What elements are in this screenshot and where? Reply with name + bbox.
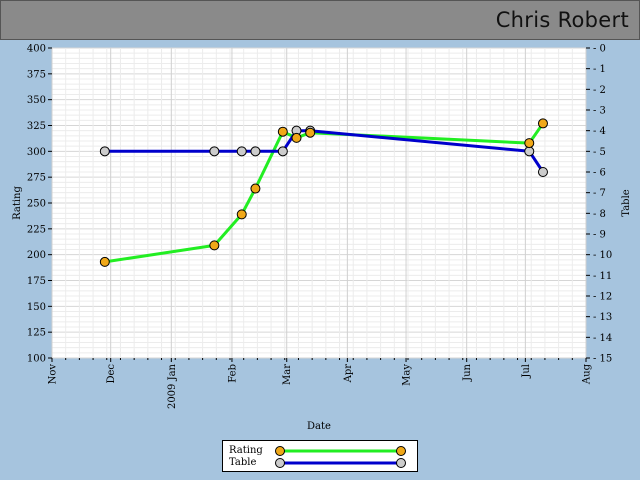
legend-item-table: Table xyxy=(229,456,269,469)
x-tick-label: Aug xyxy=(582,363,593,385)
grid xyxy=(51,47,587,359)
series-markers xyxy=(99,118,548,267)
y-axis-label: Rating xyxy=(12,186,23,220)
y2-tick-label: - 7 xyxy=(593,188,606,199)
y-tick-label: 225 xyxy=(27,224,46,235)
legend-marker-rating xyxy=(275,446,285,456)
data-point-rating xyxy=(209,240,220,251)
data-point-rating xyxy=(305,127,316,138)
legend-item-rating: Rating xyxy=(229,444,269,457)
x-tick-label: Dec xyxy=(106,364,117,384)
y-tick-label: 375 xyxy=(27,69,46,80)
data-point-table xyxy=(236,146,247,157)
y2-tick-label: - 3 xyxy=(593,106,606,117)
data-point-table xyxy=(250,146,261,157)
y-tick-label: 100 xyxy=(27,354,46,365)
page-title: Chris Robert xyxy=(495,8,629,32)
data-point-rating xyxy=(291,132,302,143)
legend-label-table: Table xyxy=(229,457,257,468)
y2-tick-label: - 6 xyxy=(593,168,606,179)
y-tick-label: 300 xyxy=(27,147,46,158)
x-axis-label: Date xyxy=(307,421,331,432)
x-tick-label: Apr xyxy=(343,364,354,384)
data-point-rating xyxy=(236,209,247,220)
data-point-table xyxy=(524,146,535,157)
y2-tick-label: - 8 xyxy=(593,209,606,220)
y2-tick-label: - 9 xyxy=(593,230,606,241)
y-tick-label: 250 xyxy=(27,199,46,210)
legend-swatches xyxy=(275,446,406,468)
y2-tick-label: - 14 xyxy=(593,333,612,344)
rating-table-chart: Nov Dec 2009 Jan Feb Mar Apr May Jun Jul Aug 100 12… xyxy=(12,44,632,433)
data-point-rating xyxy=(524,138,535,149)
y2-tick-label: - 13 xyxy=(593,312,612,323)
y2-tick-label: - 5 xyxy=(593,147,606,158)
y-tick-label: 200 xyxy=(27,250,46,261)
legend-marker-table xyxy=(275,458,285,468)
data-point-table xyxy=(99,146,110,157)
y-tick-label: 325 xyxy=(27,121,46,132)
x-tick-label: Jul xyxy=(521,364,532,379)
x-tick-label: May xyxy=(402,364,413,386)
y2-tick-label: - 11 xyxy=(593,271,612,282)
legend-label-rating: Rating xyxy=(229,445,263,456)
x-tick-label: Mar xyxy=(282,364,293,385)
data-point-rating xyxy=(250,183,261,194)
data-point-table xyxy=(277,146,288,157)
y2-tick-label: - 2 xyxy=(593,85,606,96)
y-tick-label: 175 xyxy=(27,276,46,287)
y-tick-label: 125 xyxy=(27,328,46,339)
y-tick-label: 350 xyxy=(27,95,46,106)
header-bar: Chris Robert xyxy=(0,0,640,40)
legend: Rating Table xyxy=(222,440,418,472)
legend-marker-table xyxy=(396,458,406,468)
y2-axis-label: Table xyxy=(621,189,632,216)
y2-tick-label: - 15 xyxy=(593,354,612,365)
y-tick-label: 400 xyxy=(27,44,46,55)
data-point-rating xyxy=(277,126,288,137)
data-point-rating xyxy=(99,256,110,267)
x-tick-label: Feb xyxy=(227,364,238,383)
y2-tick-label: - 12 xyxy=(593,292,612,303)
y-tick-label: 150 xyxy=(27,302,46,313)
x-tick-label: Jun xyxy=(462,363,473,381)
y2-tick-label: - 10 xyxy=(593,250,612,261)
x-tick-label: Nov xyxy=(48,364,59,385)
data-point-rating xyxy=(537,118,548,129)
data-point-table xyxy=(537,167,548,177)
y2-tick-label: - 0 xyxy=(593,44,606,55)
legend-marker-rating xyxy=(396,446,406,456)
y2-tick-label: - 4 xyxy=(593,126,606,137)
y-tick-label: 275 xyxy=(27,173,46,184)
data-point-table xyxy=(209,146,220,157)
y2-tick-label: - 1 xyxy=(593,64,606,75)
x-tick-label: 2009 Jan xyxy=(167,363,178,409)
axis-ticks: Nov Dec 2009 Jan Feb Mar Apr May Jun Jul Aug 100 12… xyxy=(27,44,612,410)
